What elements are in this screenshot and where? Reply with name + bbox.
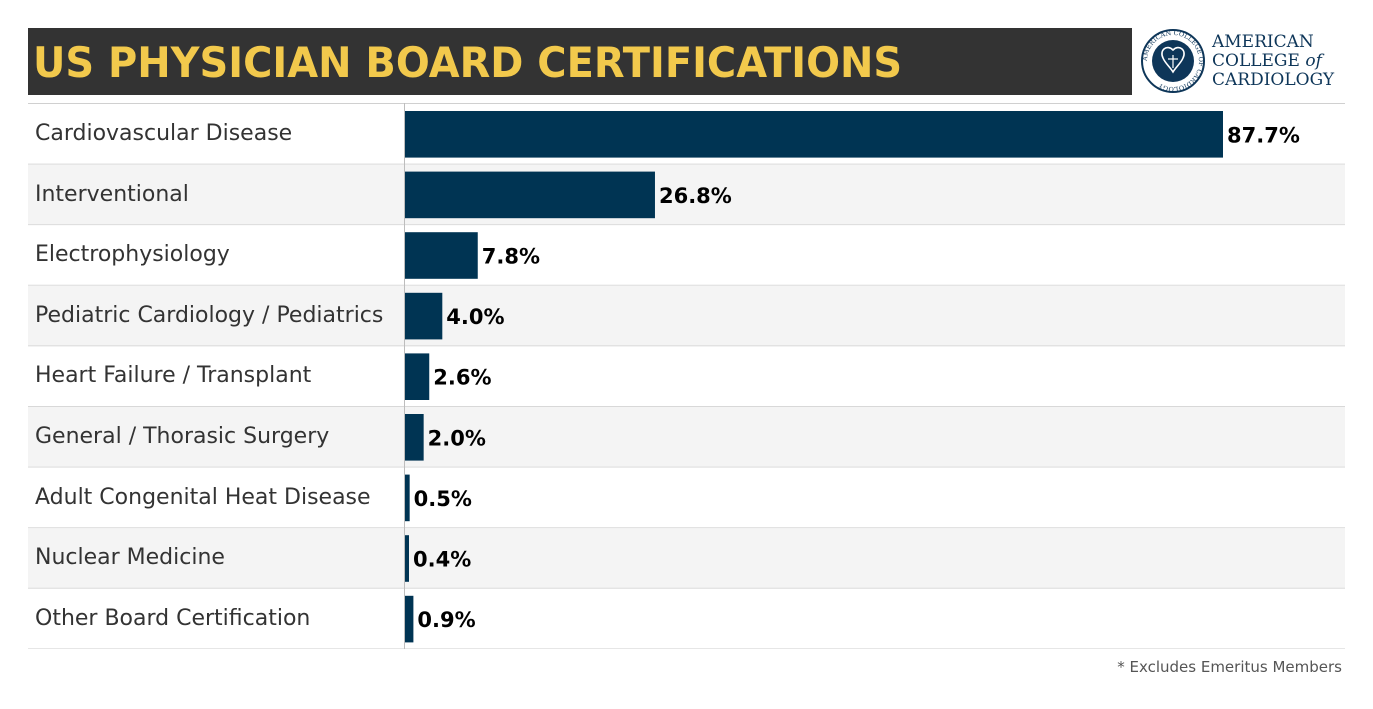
- footnote: * Excludes Emeritus Members: [1117, 658, 1342, 676]
- bar-general-thorasic-surgery: [405, 414, 424, 461]
- bar-electrophysiology: [405, 232, 478, 279]
- row-band: [28, 407, 1345, 468]
- logo-of: of: [1305, 51, 1322, 71]
- title-bar: US PHYSICIAN BOARD CERTIFICATIONS: [28, 28, 1132, 95]
- bar-cardiovascular-disease: [405, 111, 1223, 158]
- row-band: [28, 588, 1345, 649]
- category-label: Heart Failure / Transplant: [35, 363, 312, 389]
- category-label: Other Board Certification: [35, 605, 311, 631]
- bar-heart-failure-transplant: [405, 353, 430, 400]
- acc-seal-icon: AMERICAN COLLEGE OF CARDIOLOGY: [1141, 29, 1205, 93]
- bar-chart-svg: 87.7% 26.8% 7.8% 4.0% 2.6% 2.0% 0.5% 0.4% 0.9%: [28, 103, 1345, 649]
- data-label: 4.0%: [446, 305, 504, 329]
- category-label: General / Thorasic Surgery: [35, 424, 330, 449]
- category-label: Nuclear Medicine: [35, 545, 225, 571]
- data-label: 0.9%: [417, 608, 475, 632]
- page-title: US PHYSICIAN BOARD CERTIFICATIONS: [33, 38, 903, 87]
- row-band: [28, 528, 1345, 589]
- bar-adult-congenital-heat-disease: [405, 474, 410, 522]
- bar-pediatric-cardiology-pediatrics: [405, 292, 443, 340]
- data-label: 0.5%: [414, 487, 472, 511]
- logo-college: COLLEGE: [1212, 51, 1300, 71]
- data-label: 7.8%: [482, 245, 540, 269]
- row-band: [28, 225, 1345, 286]
- category-label: Pediatric Cardiology / Pediatrics: [35, 302, 384, 328]
- row-band: [28, 285, 1345, 347]
- category-label: Cardiovascular Disease: [35, 121, 293, 146]
- bar-other-board-certification: [405, 595, 414, 643]
- data-label: 2.6%: [433, 366, 491, 390]
- row-band: [28, 346, 1345, 407]
- data-label: 0.4%: [413, 548, 471, 572]
- logo-line-2: COLLEGE of: [1212, 51, 1322, 71]
- category-label: Adult Congenital Heat Disease: [35, 484, 371, 510]
- acc-logo: AMERICAN COLLEGE OF CARDIOLOGY AMERICAN …: [1140, 28, 1350, 94]
- bar-nuclear-medicine: [405, 535, 409, 582]
- row-band: [28, 164, 1345, 226]
- bar-interventional: [405, 171, 655, 219]
- category-label: Interventional: [35, 181, 189, 207]
- logo-line-1: AMERICAN: [1212, 32, 1314, 52]
- bar-chart: 87.7% 26.8% 7.8% 4.0% 2.6% 2.0% 0.5% 0.4% 0.9% C…: [28, 103, 1345, 649]
- data-label: 87.7%: [1227, 123, 1300, 147]
- data-label: 2.0%: [428, 426, 486, 450]
- logo-line-3: CARDIOLOGY: [1212, 70, 1335, 90]
- category-label: Electrophysiology: [35, 242, 230, 268]
- data-label: 26.8%: [659, 184, 732, 208]
- row-band: [28, 467, 1345, 529]
